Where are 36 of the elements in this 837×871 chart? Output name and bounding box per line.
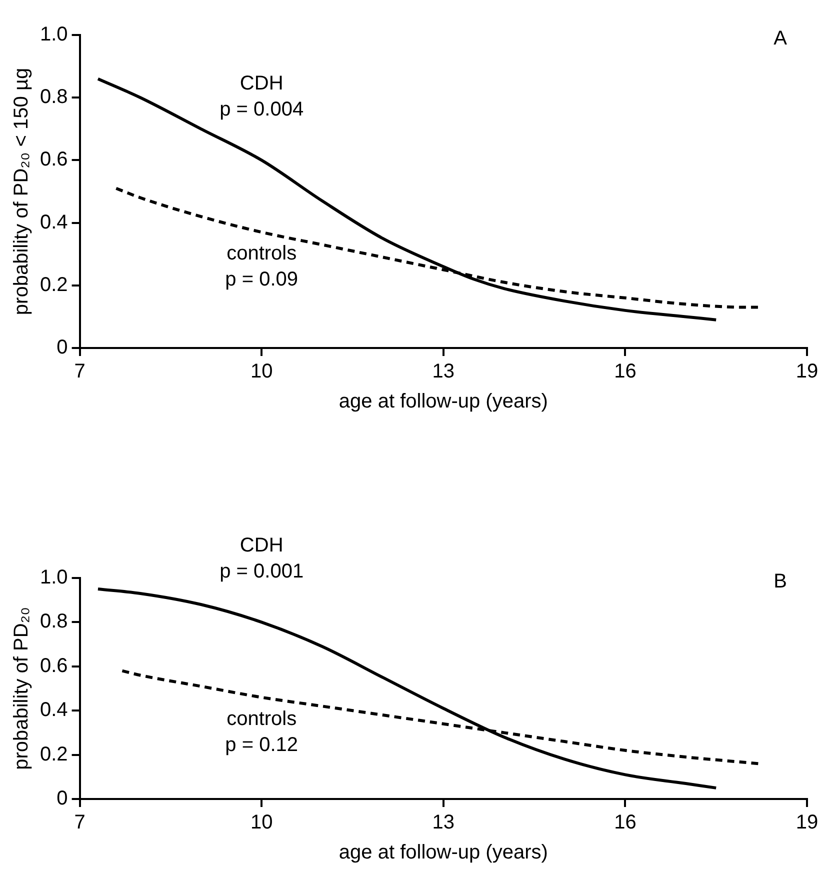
- y-tick-label: 0: [56, 336, 68, 359]
- x-tick-label: 19: [796, 360, 818, 383]
- y-tick-label: 0.8: [40, 86, 68, 108]
- x-tick-label: 16: [614, 812, 636, 834]
- y-tick-label: 0.2: [40, 274, 68, 296]
- annotation: p = 0.001: [220, 560, 304, 583]
- x-tick-label: 13: [432, 360, 455, 383]
- y-tick-label: 1.0: [40, 566, 68, 589]
- x-tick-label: 10: [250, 812, 273, 834]
- series-label: controls: [226, 708, 297, 730]
- x-tick-label: 19: [796, 812, 818, 834]
- y-tick-label: 0.2: [40, 743, 68, 766]
- x-tick-label: 16: [614, 360, 636, 383]
- x-tick-label: 10: [250, 360, 273, 383]
- annotation: p = 0.09: [225, 268, 298, 291]
- x-tick-label: 13: [432, 812, 455, 834]
- y-tick-label: 0.6: [40, 148, 68, 171]
- text: CDH: [240, 72, 284, 95]
- y-axis-title: probability of PD₂₀: [10, 607, 33, 770]
- y-tick-label: 0: [56, 788, 68, 810]
- text: CDH: [240, 534, 284, 557]
- y-tick-label: 0.8: [40, 610, 68, 633]
- x-tick-label: 7: [74, 360, 86, 383]
- annotation: p = 0.004: [220, 98, 304, 121]
- y-tick-label: 0.4: [40, 211, 68, 234]
- x-tick-label: 7: [74, 812, 86, 834]
- annotation: A: [774, 28, 788, 50]
- x-axis-title: age at follow-up (years): [338, 390, 548, 413]
- series-label: controls: [226, 242, 297, 265]
- annotation: B: [774, 570, 787, 593]
- y-axis-title: probability of PD₂₀ < 150 µg: [10, 68, 33, 316]
- y-tick-label: 0.6: [40, 654, 68, 677]
- y-tick-label: 0.4: [40, 699, 68, 722]
- y-tick-label: 1.0: [40, 24, 68, 46]
- annotation: p = 0.12: [225, 734, 298, 756]
- x-axis-title: age at follow-up (years): [338, 842, 548, 864]
